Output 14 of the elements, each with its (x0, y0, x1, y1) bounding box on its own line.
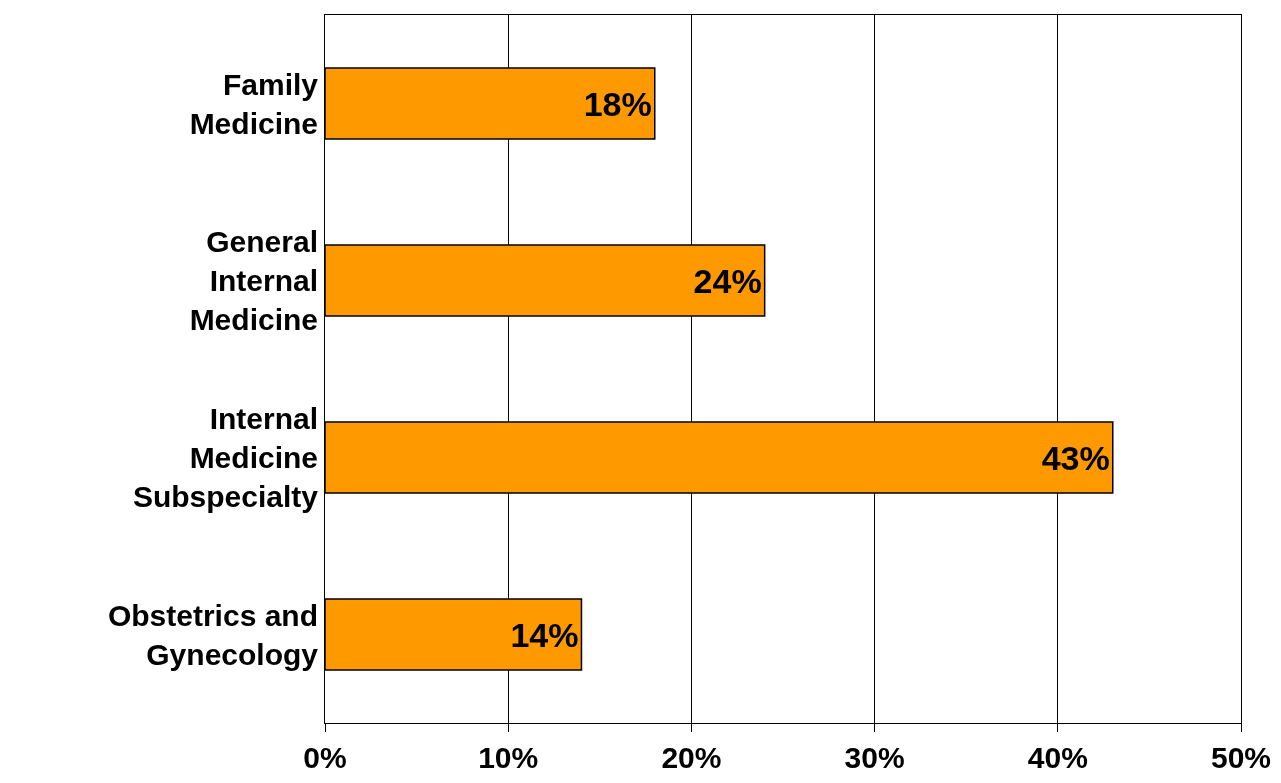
x-tick-label: 20% (661, 741, 722, 774)
x-tick-label: 10% (478, 741, 539, 774)
data-label: 14% (510, 615, 579, 654)
data-label: 24% (693, 261, 762, 300)
data-label: 18% (583, 84, 652, 123)
x-tick-label: 0% (303, 741, 347, 774)
y-tick-label: Family Medicine (189, 67, 319, 140)
data-label: 43% (1041, 438, 1110, 477)
y-tick-label: Obstetrics and Gynecology (107, 598, 319, 671)
y-tick-label: Internal Medicine Subspecialty (132, 402, 319, 513)
x-tick-label: 50% (1210, 741, 1272, 774)
x-tick-label: 40% (1027, 741, 1088, 774)
x-tick-label: 30% (844, 741, 905, 774)
y-tick-label: General Internal Medicine (189, 225, 318, 336)
